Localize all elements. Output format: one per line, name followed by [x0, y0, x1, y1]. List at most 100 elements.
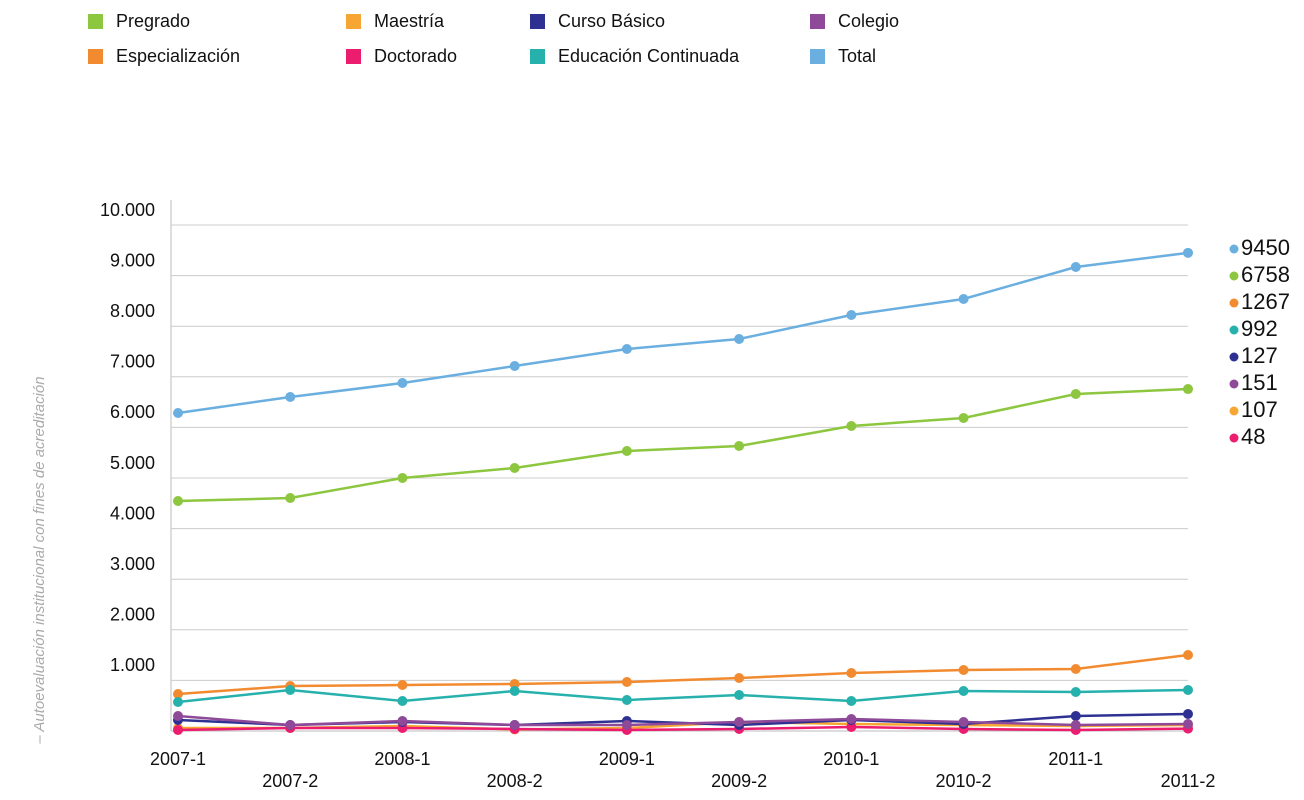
- end-label-dot: [1229, 298, 1239, 308]
- legend-label: Colegio: [838, 11, 899, 31]
- x-tick-label: 2007-1: [150, 749, 206, 769]
- legend-label: Educación Continuada: [558, 46, 740, 66]
- end-label: 992: [1241, 316, 1278, 341]
- point: [173, 724, 183, 735]
- x-tick-label: 2010-2: [936, 771, 992, 791]
- y-tick-label: 5.000: [110, 453, 155, 473]
- line: [177, 387, 1189, 503]
- point: [173, 711, 183, 722]
- point: [509, 685, 520, 696]
- x-tick-label: 2009-2: [711, 771, 767, 791]
- point: [621, 445, 632, 456]
- point: [846, 310, 857, 321]
- point: [509, 361, 520, 372]
- y-tick-label: 4.000: [110, 503, 155, 523]
- point: [1183, 685, 1193, 696]
- end-label: 1267: [1241, 289, 1290, 314]
- legend-label: Pregrado: [116, 11, 190, 31]
- legend-swatch: [346, 14, 361, 29]
- end-label-dot: [1229, 352, 1239, 362]
- point: [1070, 261, 1081, 272]
- point: [397, 378, 408, 389]
- line: [177, 714, 1189, 727]
- end-label: 9450: [1241, 235, 1290, 260]
- x-tick-label: 2008-1: [374, 749, 430, 769]
- end-label: 6758: [1241, 262, 1290, 287]
- point: [285, 685, 296, 696]
- point: [734, 441, 745, 452]
- point: [734, 690, 745, 701]
- point: [846, 420, 857, 431]
- end-label-dot: [1229, 379, 1239, 389]
- point: [1183, 649, 1193, 660]
- point: [1183, 719, 1193, 730]
- point: [1070, 686, 1081, 697]
- legend-label: Maestría: [374, 11, 445, 31]
- point: [846, 722, 857, 733]
- line: [177, 688, 1189, 704]
- point: [734, 334, 745, 345]
- y-tick-label: 3.000: [110, 554, 155, 574]
- y-tick-label: 1.000: [110, 655, 155, 675]
- end-label-dot: [1229, 433, 1239, 443]
- point: [846, 668, 857, 679]
- point: [397, 473, 408, 483]
- point: [1183, 708, 1193, 719]
- y-tick-label: 9.000: [110, 250, 155, 270]
- y-tick-label: 8.000: [110, 301, 155, 321]
- legend-swatch: [88, 14, 103, 29]
- x-tick-label: 2011-2: [1161, 771, 1216, 791]
- legend-swatch: [346, 49, 361, 64]
- y-tick-label: 7.000: [110, 352, 155, 372]
- x-tick-label: 2009-1: [599, 749, 655, 769]
- end-label: 107: [1241, 397, 1278, 422]
- point: [734, 673, 745, 684]
- end-label-dot: [1229, 271, 1239, 281]
- point: [1070, 719, 1081, 730]
- point: [509, 678, 520, 689]
- line: [177, 653, 1189, 696]
- point: [1070, 664, 1081, 675]
- legend-label: Total: [838, 46, 876, 66]
- legend-label: Doctorado: [374, 46, 457, 66]
- point: [397, 715, 408, 726]
- y-tick-label: 6.000: [110, 402, 155, 422]
- legend-swatch: [810, 14, 825, 29]
- end-label: 151: [1241, 370, 1278, 395]
- point: [621, 677, 632, 688]
- end-label-dot: [1229, 244, 1239, 254]
- legend-swatch: [530, 14, 545, 29]
- point: [173, 496, 183, 507]
- point: [734, 716, 745, 727]
- point: [285, 492, 296, 503]
- y-tick-label: 10.000: [100, 200, 155, 220]
- point: [958, 293, 969, 304]
- x-tick-label: 2008-2: [487, 771, 543, 791]
- x-tick-label: 2007-2: [262, 771, 318, 791]
- point: [1183, 247, 1193, 258]
- end-label-dot: [1229, 325, 1239, 335]
- point: [1183, 384, 1193, 395]
- point: [397, 680, 408, 691]
- point: [509, 462, 520, 473]
- point: [846, 695, 857, 706]
- legend-label: Curso Básico: [558, 11, 665, 31]
- line: [177, 725, 1189, 732]
- line: [177, 251, 1189, 415]
- x-tick-label: 2010-1: [823, 749, 879, 769]
- point: [173, 697, 183, 708]
- y-tick-label: 2.000: [110, 605, 155, 625]
- point: [621, 344, 632, 355]
- end-label-dot: [1229, 406, 1239, 416]
- legend-swatch: [530, 49, 545, 64]
- legend-swatch: [88, 49, 103, 64]
- point: [285, 391, 296, 402]
- point: [1070, 389, 1081, 400]
- end-label: 48: [1241, 424, 1265, 449]
- point: [958, 664, 969, 675]
- legend-swatch: [810, 49, 825, 64]
- legend-label: Especialización: [116, 46, 240, 66]
- x-tick-label: 2011-1: [1048, 749, 1103, 769]
- point: [621, 719, 632, 730]
